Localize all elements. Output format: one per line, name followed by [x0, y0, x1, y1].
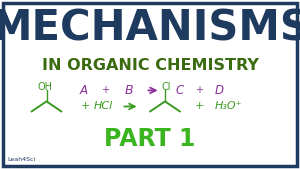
Text: PART 1: PART 1	[104, 127, 196, 151]
Text: OH: OH	[38, 82, 52, 92]
Text: A: A	[80, 84, 88, 97]
Text: D: D	[214, 84, 224, 97]
Text: B: B	[125, 84, 133, 97]
Text: C: C	[176, 84, 184, 97]
Text: Cl: Cl	[162, 82, 171, 92]
Text: HCl: HCl	[94, 101, 113, 112]
Text: Leah4Sci: Leah4Sci	[8, 157, 36, 162]
Text: MECHANISMS: MECHANISMS	[0, 8, 300, 50]
FancyBboxPatch shape	[3, 3, 297, 166]
Text: +: +	[195, 101, 204, 112]
Text: H₃O⁺: H₃O⁺	[214, 101, 242, 112]
Text: IN ORGANIC CHEMISTRY: IN ORGANIC CHEMISTRY	[42, 58, 258, 73]
Text: +: +	[101, 85, 109, 95]
Text: +: +	[196, 85, 203, 95]
Text: +: +	[81, 101, 90, 112]
